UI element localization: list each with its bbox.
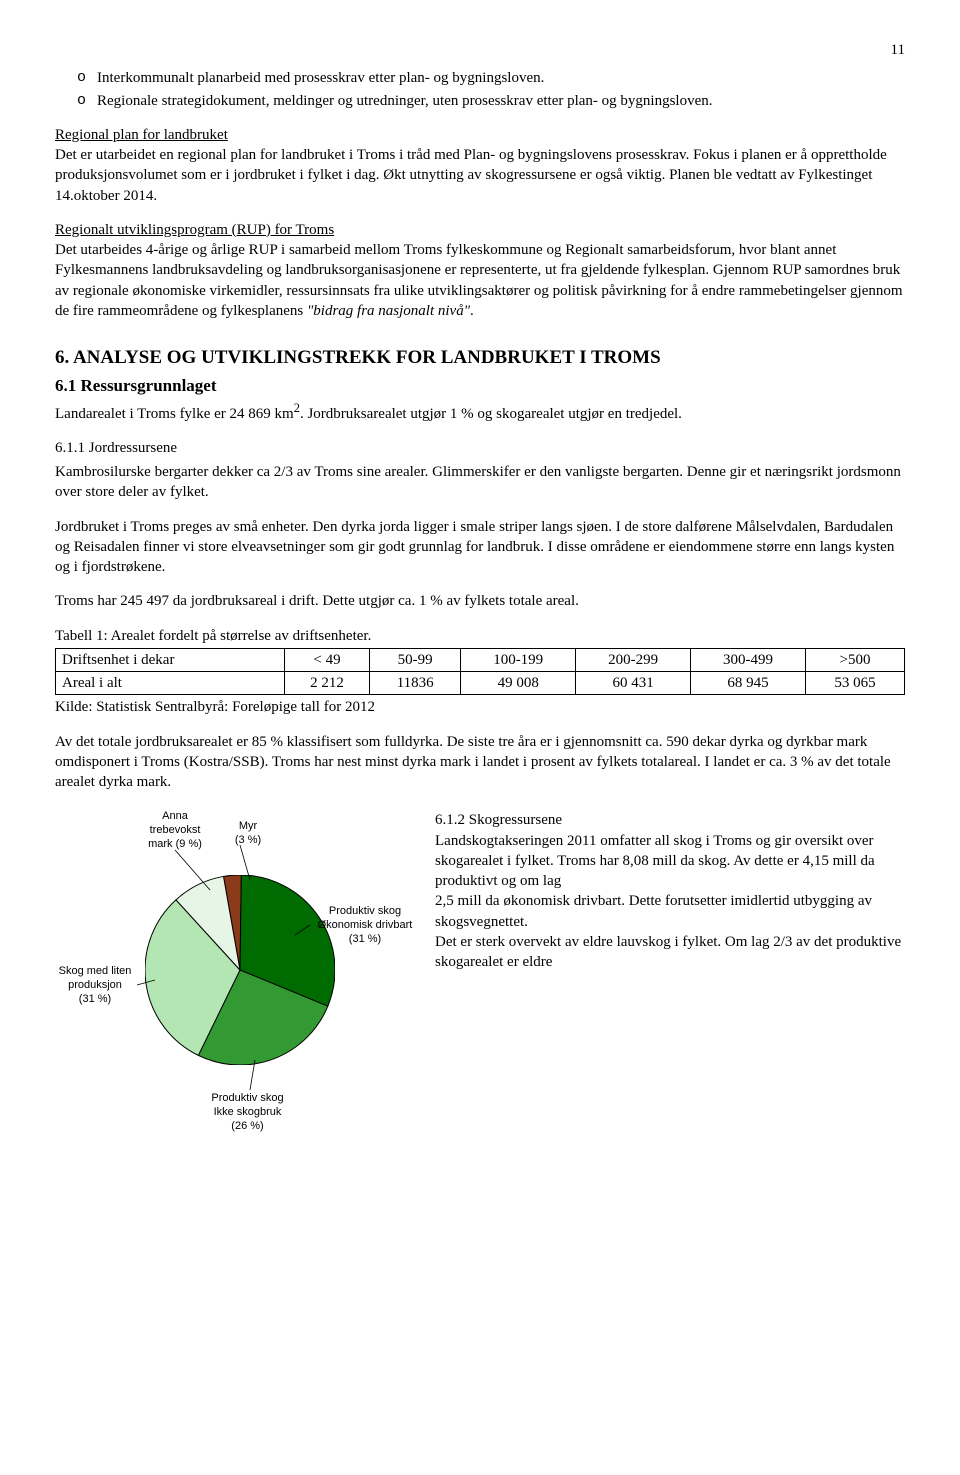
- sub611-p1: Kambrosilurske bergarter dekker ca 2/3 a…: [55, 462, 905, 503]
- sub61-title: 6.1 Ressursgrunnlaget: [55, 375, 905, 398]
- table-cell: 53 065: [805, 672, 904, 695]
- table-header-cell: >500: [805, 648, 904, 671]
- pie-and-text-area: Anna trebevokst mark (9 %) Myr (3 %) Pro…: [55, 810, 905, 1130]
- rup-body-pre: Det utarbeides 4-årige og årlige RUP i s…: [55, 242, 903, 319]
- pie-label-prod-drivbart: Produktiv skog Økonomisk drivbart (31 %): [310, 905, 420, 946]
- rup-block: Regionalt utviklingsprogram (RUP) for Tr…: [55, 220, 905, 321]
- sub611-p3: Troms har 245 497 da jordbruksareal i dr…: [55, 591, 905, 611]
- sub61-body: Landarealet i Troms fylke er 24 869 km2.…: [55, 400, 905, 424]
- table-cell: 2 212: [284, 672, 369, 695]
- pie-label-prod-ikke: Produktiv skog Ikke skogbruk (26 %): [200, 1092, 295, 1133]
- after-table-p: Av det totale jordbruksarealet er 85 % k…: [55, 732, 905, 793]
- table-cell: 49 008: [461, 672, 576, 695]
- table-caption: Tabell 1: Arealet fordelt på størrelse a…: [55, 626, 905, 646]
- table-kilde: Kilde: Statistisk Sentralbyrå: Foreløpig…: [55, 697, 905, 717]
- bullet-item: Regionale strategidokument, meldinger og…: [77, 91, 905, 111]
- rup-body-quote: "bidrag fra nasjonalt nivå": [307, 303, 470, 319]
- rup-body-post: .: [470, 303, 474, 319]
- sub61-body-a: Landarealet i Troms fylke er 24 869 km: [55, 406, 294, 422]
- driftsenheter-table: Driftsenhet i dekar < 49 50-99 100-199 2…: [55, 648, 905, 696]
- sub61-body-b: . Jordbruksarealet utgjør 1 % og skogare…: [300, 406, 682, 422]
- regional-plan-block: Regional plan for landbruket Det er utar…: [55, 125, 905, 206]
- bullet-item: Interkommunalt planarbeid med prosesskra…: [77, 68, 905, 88]
- table-cell: 11836: [370, 672, 461, 695]
- pie-svg: [145, 875, 335, 1065]
- table-header-cell: Driftsenhet i dekar: [56, 648, 285, 671]
- table-header-row: Driftsenhet i dekar < 49 50-99 100-199 2…: [56, 648, 905, 671]
- sub612-title: 6.1.2 Skogressursene: [435, 812, 562, 828]
- table-cell: 68 945: [691, 672, 806, 695]
- table-header-cell: 300-499: [691, 648, 806, 671]
- sub612-body: Landskogtakseringen 2011 omfatter all sk…: [435, 833, 901, 971]
- table-cell: Areal i alt: [56, 672, 285, 695]
- regional-plan-body: Det er utarbeidet en regional plan for l…: [55, 147, 887, 204]
- bullet-list: Interkommunalt planarbeid med prosesskra…: [77, 68, 905, 111]
- rup-heading: Regionalt utviklingsprogram (RUP) for Tr…: [55, 222, 334, 238]
- page-number: 11: [55, 40, 905, 60]
- sub611-p2: Jordbruket i Troms preges av små enheter…: [55, 517, 905, 578]
- table-header-cell: 100-199: [461, 648, 576, 671]
- table-cell: 60 431: [576, 672, 691, 695]
- pie-label-anna: Anna trebevokst mark (9 %): [135, 810, 215, 851]
- sub611-title: 6.1.1 Jordressursene: [55, 438, 905, 458]
- pie-chart: Anna trebevokst mark (9 %) Myr (3 %) Pro…: [55, 810, 415, 1130]
- regional-plan-heading: Regional plan for landbruket: [55, 127, 228, 143]
- table-header-cell: 200-299: [576, 648, 691, 671]
- table-row: Areal i alt 2 212 11836 49 008 60 431 68…: [56, 672, 905, 695]
- sub612-block: 6.1.2 Skogressursene Landskogtakseringen…: [435, 810, 905, 972]
- pie-label-liten: Skog med liten produksjon (31 %): [50, 965, 140, 1006]
- table-header-cell: 50-99: [370, 648, 461, 671]
- section-6-title: 6. ANALYSE OG UTVIKLINGSTREKK FOR LANDBR…: [55, 345, 905, 371]
- pie-label-myr: Myr (3 %): [223, 820, 273, 848]
- table-header-cell: < 49: [284, 648, 369, 671]
